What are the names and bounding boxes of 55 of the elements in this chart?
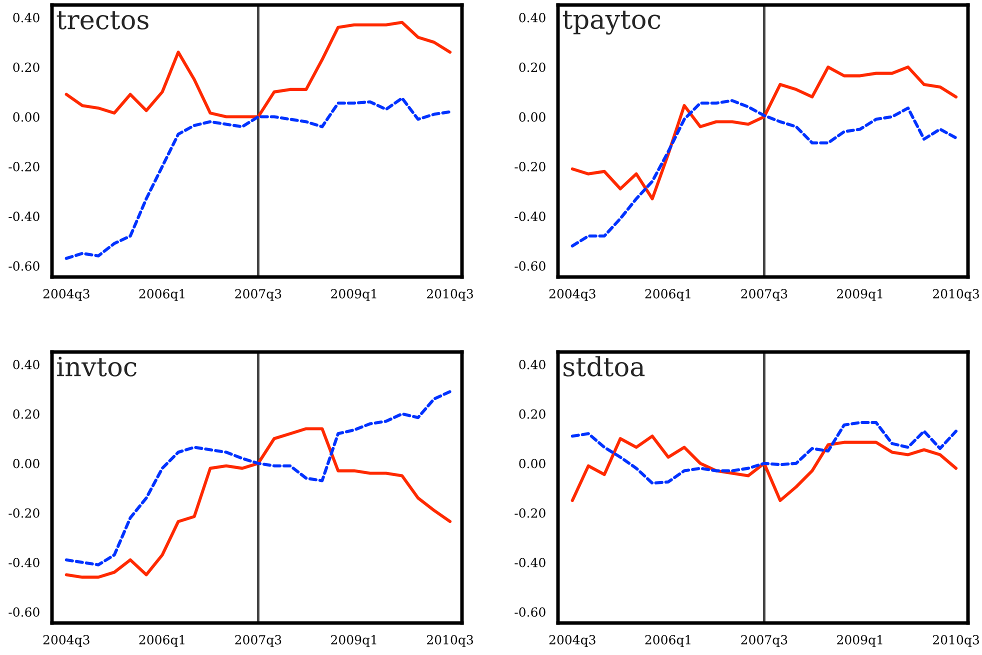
x-tick-label: 2006q1	[139, 635, 184, 647]
y-tick-label: 0.40	[519, 360, 546, 370]
y-tick-label: 0.40	[13, 12, 40, 22]
line-series	[64, 96, 452, 260]
x-tick-label: 2009q1	[837, 635, 882, 647]
x-tick-label: 2009q1	[331, 289, 376, 301]
y-tick-label: -0.20	[8, 162, 40, 172]
y-tick-label: -0.40	[8, 212, 40, 222]
x-tick-label: 2006q1	[139, 289, 184, 301]
x-tick-label: 2007q3	[741, 635, 788, 647]
y-tick-label: 0.20	[519, 62, 546, 72]
chart-title: trectos	[56, 11, 148, 30]
y-tick-label: 0.20	[13, 62, 40, 72]
y-tick-label: 0.00	[13, 112, 40, 122]
y-tick-label: -0.20	[514, 508, 546, 518]
x-tick-label: 2007q3	[235, 289, 282, 301]
line-series	[570, 434, 958, 502]
y-tick-label: -0.40	[514, 212, 546, 222]
line-series	[64, 390, 452, 566]
y-tick-label: 0.00	[519, 112, 546, 122]
y-tick-label: 0.20	[13, 409, 40, 419]
y-tick-label: -0.60	[8, 261, 40, 271]
y-tick-label: 0.00	[519, 458, 546, 468]
x-tick-label: 2004q3	[549, 635, 596, 647]
y-tick-label: -0.40	[8, 558, 40, 568]
x-tick-label: 2004q3	[43, 289, 90, 301]
chart-title: stdtoa	[564, 356, 645, 376]
x-tick-label: 2009q1	[837, 289, 882, 301]
y-tick-label: -0.60	[514, 261, 546, 271]
x-tick-label: 2006q1	[645, 635, 690, 647]
y-tick-label: -0.60	[8, 607, 40, 617]
x-tick-label: 2006q1	[645, 289, 690, 301]
y-tick-label: 0.20	[519, 409, 546, 419]
y-tick-label: 0.40	[13, 360, 40, 370]
x-tick-label: 2010q3	[932, 635, 979, 647]
y-tick-label: -0.40	[514, 558, 546, 568]
x-tick-label: 2010q3	[426, 289, 473, 301]
x-tick-label: 2009q1	[331, 635, 376, 647]
y-tick-label: -0.60	[514, 607, 546, 617]
x-tick-label: 2007q3	[235, 635, 282, 647]
chart-title: tpaytoc	[562, 10, 660, 35]
line-series	[570, 66, 958, 200]
y-tick-label: 0.00	[13, 458, 40, 468]
x-tick-label: 2007q3	[741, 289, 788, 301]
x-tick-label: 2004q3	[549, 289, 596, 301]
y-tick-label: -0.20	[514, 162, 546, 172]
chart-title: invtoc	[57, 356, 137, 376]
y-tick-label: -0.20	[8, 508, 40, 518]
x-tick-label: 2010q3	[426, 635, 473, 647]
x-tick-label: 2004q3	[43, 635, 90, 647]
line-series	[570, 99, 958, 248]
line-series	[570, 421, 958, 485]
y-tick-label: 0.40	[519, 12, 546, 22]
line-series	[64, 427, 452, 579]
x-tick-label: 2010q3	[932, 289, 979, 301]
